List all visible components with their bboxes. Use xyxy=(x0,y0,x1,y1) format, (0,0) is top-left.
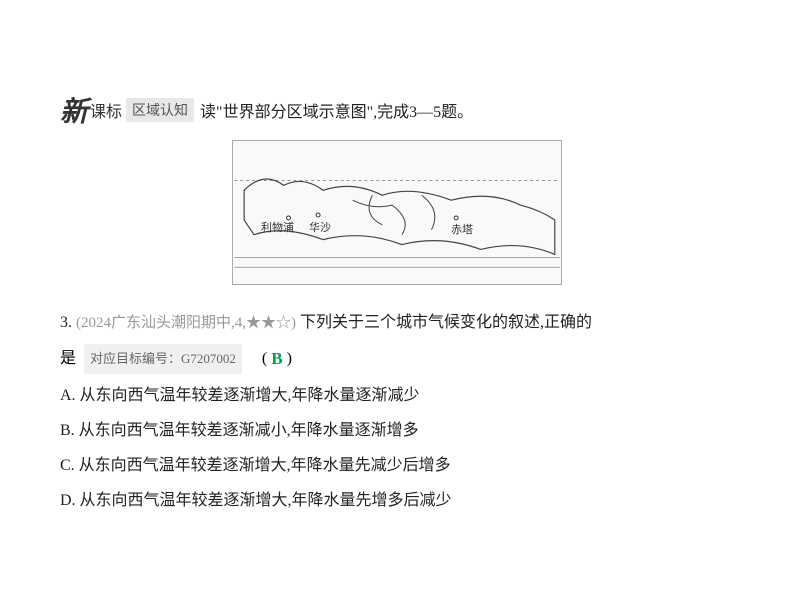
target-code-badge: 对应目标编号：G7207002 xyxy=(84,344,242,375)
option-d: D. 从东向西气温年较差逐渐增大,年降水量先增多后减少 xyxy=(60,483,734,518)
question-continuation: 是 xyxy=(60,341,76,376)
bracket-close: ) xyxy=(287,341,292,376)
kebiao-label: 课标 xyxy=(90,98,122,122)
map-label-liverpool: 利物浦 xyxy=(261,219,294,235)
map-label-warsaw: 华沙 xyxy=(309,219,331,235)
map-svg xyxy=(233,141,561,284)
option-a: A. 从东向西气温年较差逐渐增大,年降水量逐渐减少 xyxy=(60,378,734,413)
map-label-chita: 赤塔 xyxy=(451,221,473,237)
option-c: C. 从东向西气温年较差逐渐增大,年降水量先减少后增多 xyxy=(60,448,734,483)
question-text: 下列关于三个城市气候变化的叙述,正确的 xyxy=(300,314,592,331)
question-line-2: 是 对应目标编号：G7207002 ( B ) xyxy=(60,340,734,377)
target-code-label: 对应目标编号： xyxy=(90,351,181,366)
region-tag: 区域认知 xyxy=(126,98,194,122)
option-b: B. 从东向西气温年较差逐渐减小,年降水量逐渐增多 xyxy=(60,413,734,448)
xin-character: 新 xyxy=(60,90,88,130)
question-source: (2024广东汕头潮阳期中,4,★★☆) xyxy=(76,315,296,331)
header-prompt: 读"世界部分区域示意图",完成3—5题。 xyxy=(200,98,473,122)
map-container: 利物浦 华沙 赤塔 xyxy=(60,140,734,290)
target-code-value: G7207002 xyxy=(181,351,236,366)
question-number: 3. xyxy=(60,314,72,331)
map-image: 利物浦 华沙 赤塔 xyxy=(232,140,562,285)
header-row: 新 课标 区域认知 读"世界部分区域示意图",完成3—5题。 xyxy=(60,90,734,130)
answer-letter: B xyxy=(271,340,282,377)
question-line-1: 3. (2024广东汕头潮阳期中,4,★★☆) 下列关于三个城市气候变化的叙述,… xyxy=(60,305,734,340)
